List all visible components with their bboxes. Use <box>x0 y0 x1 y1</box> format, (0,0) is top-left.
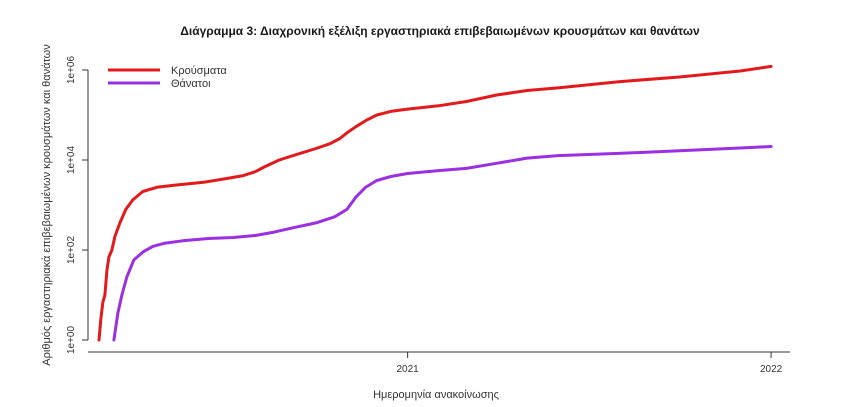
chart-title: Διάγραμμα 3: Διαχρονική εξέλιξη εργαστηρ… <box>180 24 700 38</box>
series-group <box>97 64 773 342</box>
x-ticks: 2021 2022 <box>397 352 783 375</box>
y-tick-label: 1e+02 <box>66 236 77 265</box>
y-tick-label: 1e+04 <box>66 146 77 175</box>
y-axis-label: Αριθμός εργαστηριακά επιβεβαιωμένων κρου… <box>41 44 53 366</box>
legend: Κρούσματα Θάνατοι <box>108 65 227 90</box>
y-tick-label: 1e+06 <box>66 56 77 85</box>
x-axis-label: Ημερομηνία ανακοίνωσης <box>373 389 499 401</box>
legend-label-cases: Κρούσματα <box>171 65 227 77</box>
y-tick-label: 1e+00 <box>66 326 77 355</box>
legend-label-deaths: Θάνατοι <box>171 78 211 90</box>
legend-item-cases: Κρούσματα <box>108 65 227 77</box>
y-axis: 1e+00 1e+02 1e+04 1e+06 <box>66 56 89 355</box>
series-line-cases <box>97 64 773 342</box>
legend-item-deaths: Θάνατοι <box>108 78 211 90</box>
series-line-deaths <box>112 145 773 342</box>
x-tick-label: 2022 <box>760 364 783 375</box>
x-tick-label: 2021 <box>397 364 420 375</box>
y-ticks: 1e+00 1e+02 1e+04 1e+06 <box>66 56 88 355</box>
x-axis: 2021 2022 <box>88 351 790 375</box>
